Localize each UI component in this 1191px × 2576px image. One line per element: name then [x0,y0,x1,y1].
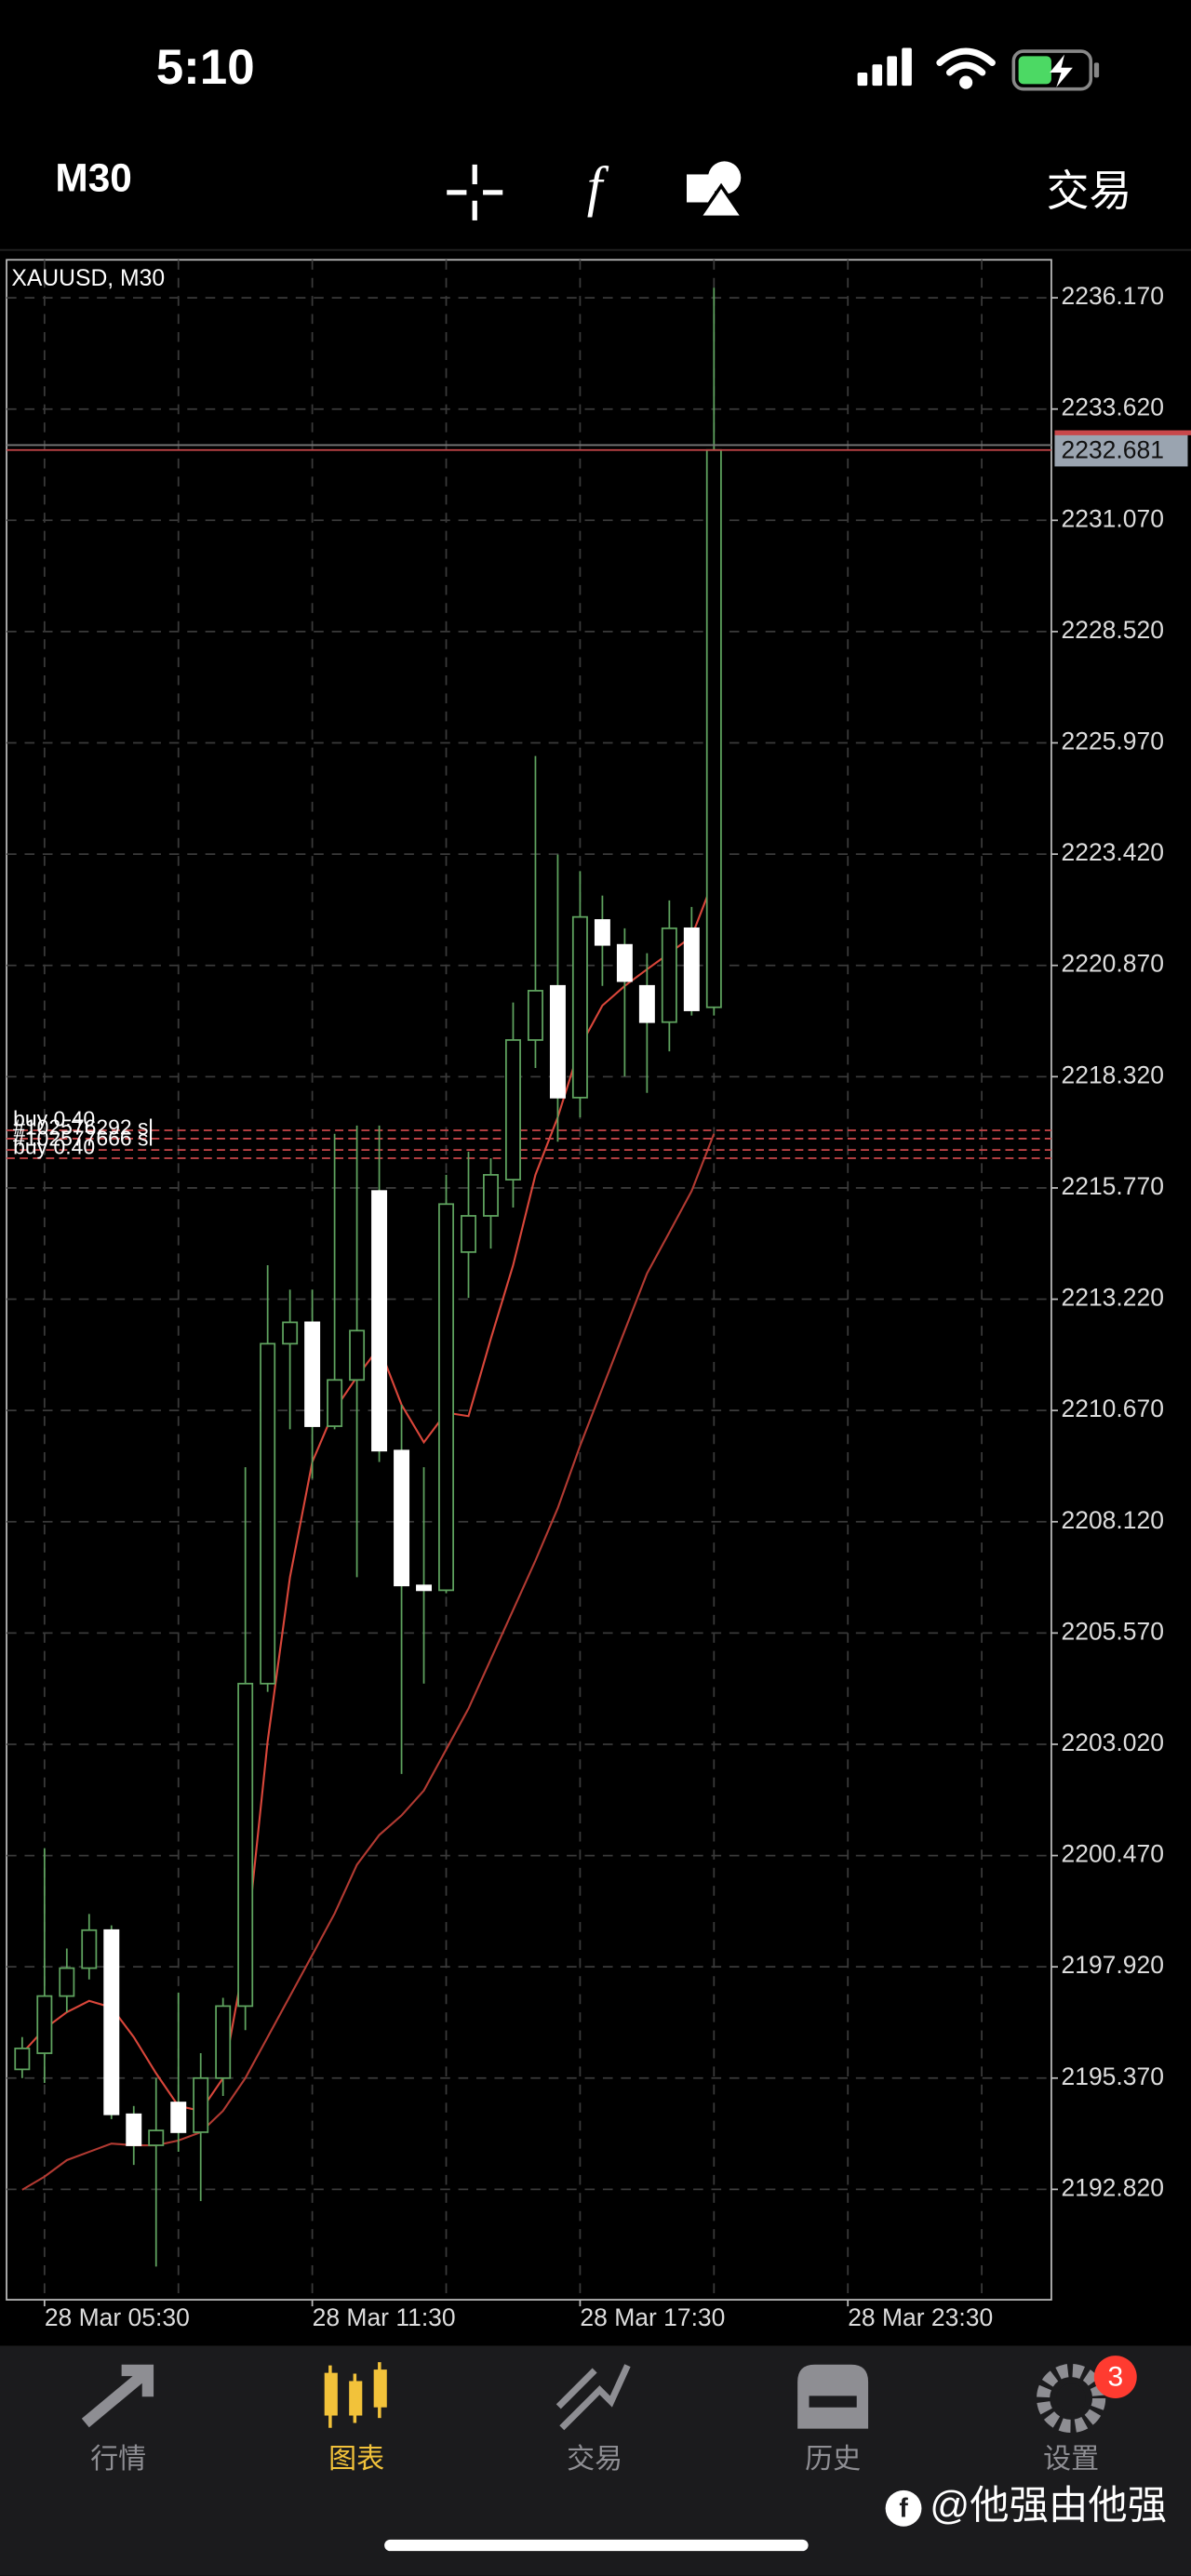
tab-bar [0,2345,1191,2576]
y-tick-label: 2213.220 [1062,1284,1164,1312]
candle-body [103,1929,120,2116]
candle-body [594,919,610,946]
y-tick-label: 2197.920 [1062,1951,1164,1979]
candle-body [59,1967,75,1997]
y-tick-label: 2205.570 [1062,1617,1164,1645]
tab-icons [81,2362,1106,2434]
chart [6,259,1058,2307]
candle-body [705,448,722,1008]
chart-icon [324,2362,387,2428]
y-tick-label: 2231.070 [1062,504,1164,532]
chart-title: XAUUSD, M30 [11,266,165,291]
candle-body [483,1173,499,1217]
settings-icon [1037,2363,1106,2434]
timeframe-button[interactable]: M30 [55,156,131,200]
candle-body [571,915,588,1099]
wifi-icon [936,47,996,89]
candle-body [81,1929,98,1969]
y-tick-label: 2200.470 [1062,1840,1164,1868]
y-tick-label: 2203.020 [1062,1728,1164,1756]
candle-body [683,927,700,1011]
y-tick-label: 2215.770 [1062,1172,1164,1200]
y-tick-label: 2228.520 [1062,616,1164,644]
plot-frame [6,259,1052,2301]
candle-body [394,1449,410,1587]
candle-body [36,1995,53,2054]
x-tick-label: 28 Mar 05:30 [45,2303,190,2331]
y-tick-label: 2223.420 [1062,838,1164,866]
candle-body [282,1321,299,1345]
y-tick-label: 2236.170 [1062,282,1164,310]
candle-body [416,1584,433,1592]
x-tick-label: 28 Mar 17:30 [580,2303,725,2331]
candle-body [148,2129,165,2146]
candle-body [237,1682,254,2008]
current-price-marker [1054,430,1191,435]
candle-body [349,1329,366,1381]
current-price-tag [1054,434,1188,467]
tab-label[interactable]: 图表 [328,2444,384,2475]
candle-body [170,2102,187,2133]
candle-body [661,927,677,1023]
y-tick-label: 2233.620 [1062,394,1164,421]
order-level-label: #102576292 sl [13,1114,154,1139]
battery-icon [1011,49,1100,91]
tab-badge [1093,2356,1137,2398]
candle-body [549,984,566,1099]
trade-icon [555,2364,631,2431]
candle-body [260,1342,276,1685]
candle-body [304,1321,321,1427]
candle-body [215,2005,232,2079]
y-tick-label: 2218.320 [1062,1061,1164,1088]
candle-body [193,2076,209,2133]
x-tick-label: 28 Mar 23:30 [848,2303,993,2331]
watermark: f @他强由他强 [885,2483,1167,2527]
history-icon [797,2364,869,2429]
candle-body [438,1203,454,1592]
home-indicator [384,2539,809,2552]
tab-badge-count: 3 [1107,2362,1123,2393]
moving-average-line [21,878,716,2113]
status-time: 5:10 [156,40,255,95]
candle-body [638,984,655,1023]
y-tick-label: 2192.820 [1062,2173,1164,2201]
watermark-text: @他强由他强 [930,2483,1167,2527]
x-tick-label: 28 Mar 11:30 [313,2303,456,2331]
crosshair-button[interactable] [447,164,503,220]
candle-body [327,1379,343,1427]
svg-text:f: f [899,2492,908,2522]
tab-label[interactable]: 设置 [1043,2444,1099,2475]
candle-body [126,2113,142,2146]
current-price-label: 2232.681 [1062,436,1164,464]
candle-body [527,990,543,1041]
trade-button[interactable]: 交易 [1047,167,1132,215]
candle-body [461,1215,476,1253]
order-level-label: buy 0.40 [13,1135,95,1159]
tabs: 行情 图表 交易 历史 设置 3 [90,2356,1137,2475]
y-tick-label: 2210.670 [1062,1395,1164,1422]
candle-body [371,1190,388,1452]
candle-body [14,2048,31,2071]
objects-button[interactable] [686,161,746,220]
y-tick-label: 2195.370 [1062,2062,1164,2090]
y-tick-label: 2220.870 [1062,950,1164,978]
candle-body [504,1039,521,1181]
signal-icon [857,47,912,87]
quotes-icon [81,2364,154,2428]
y-tick-label: 2208.120 [1062,1506,1164,1534]
order-level-label: buy 0.40 [13,1106,95,1130]
tab-label[interactable]: 交易 [567,2444,622,2475]
order-level-label: #102577666 sl [13,1127,154,1151]
y-tick-label: 2225.970 [1062,727,1164,755]
candle-body [616,943,633,982]
tab-label[interactable]: 历史 [805,2444,861,2475]
tab-label[interactable]: 行情 [90,2444,146,2475]
